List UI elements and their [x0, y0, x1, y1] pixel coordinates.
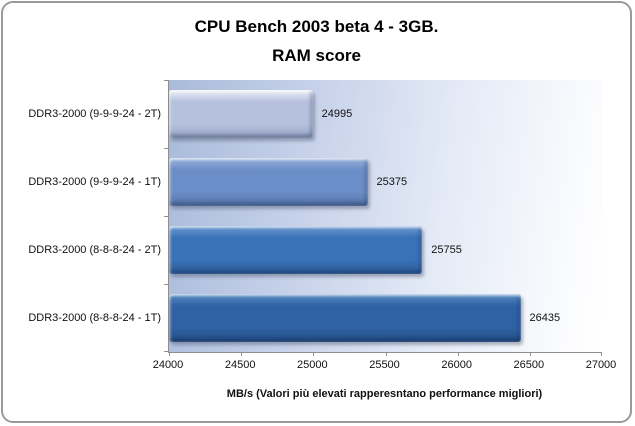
category-axis-tick	[164, 148, 168, 149]
category-axis-tick	[164, 284, 168, 285]
x-axis-tick-label: 24500	[224, 359, 256, 371]
x-axis-tick	[457, 352, 459, 356]
category-axis-tick	[164, 216, 168, 217]
x-axis-tick-labels: 24000 24500 25000 25500 26000 26500 27000	[153, 359, 617, 375]
bar	[169, 90, 313, 138]
bar	[169, 294, 521, 342]
x-axis-tick	[601, 352, 602, 356]
x-axis-tick-label: 26000	[441, 359, 472, 371]
bar	[169, 226, 423, 274]
x-axis-tick	[313, 352, 315, 356]
x-axis-tick-label: 27000	[585, 359, 617, 371]
category-label: DDR3-2000 (9-9-9-24 - 1T)	[28, 176, 161, 188]
plot-area: 24995 25375 25755 26435	[164, 80, 602, 356]
category-axis-tick	[164, 351, 168, 352]
x-axis-tick	[385, 352, 387, 356]
category-label: DDR3-2000 (8-8-8-24 - 1T)	[28, 312, 161, 324]
x-axis-tick-label: 24000	[152, 359, 184, 371]
bar-value-label: 25375	[376, 176, 408, 188]
x-axis-title: MB/s (Valori più elevati rapperesntano p…	[226, 388, 543, 400]
bar-value-label: 26435	[529, 312, 561, 324]
bar-value-label: 24995	[321, 108, 353, 120]
chart-title: CPU Bench 2003 beta 4 - 3GB. RAM score	[3, 12, 630, 70]
x-axis-tick	[241, 352, 243, 356]
x-axis-tick-label: 25500	[369, 359, 400, 371]
category-axis-tick	[164, 80, 168, 81]
chart-title-line2: RAM score	[272, 46, 361, 65]
x-axis-tick	[529, 352, 531, 356]
x-axis-tick-label: 26500	[513, 359, 545, 371]
chart-title-line1: CPU Bench 2003 beta 4 - 3GB.	[194, 17, 439, 36]
bar	[169, 158, 368, 206]
category-label: DDR3-2000 (9-9-9-24 - 2T)	[28, 108, 161, 120]
category-axis-labels: DDR3-2000 (9-9-9-24 - 2T) DDR3-2000 (9-9-…	[9, 80, 161, 352]
bar-value-label: 25755	[431, 244, 462, 256]
category-label: DDR3-2000 (8-8-8-24 - 2T)	[28, 244, 161, 256]
x-axis-tick-label: 25000	[297, 359, 328, 371]
x-axis-tick	[169, 352, 170, 356]
